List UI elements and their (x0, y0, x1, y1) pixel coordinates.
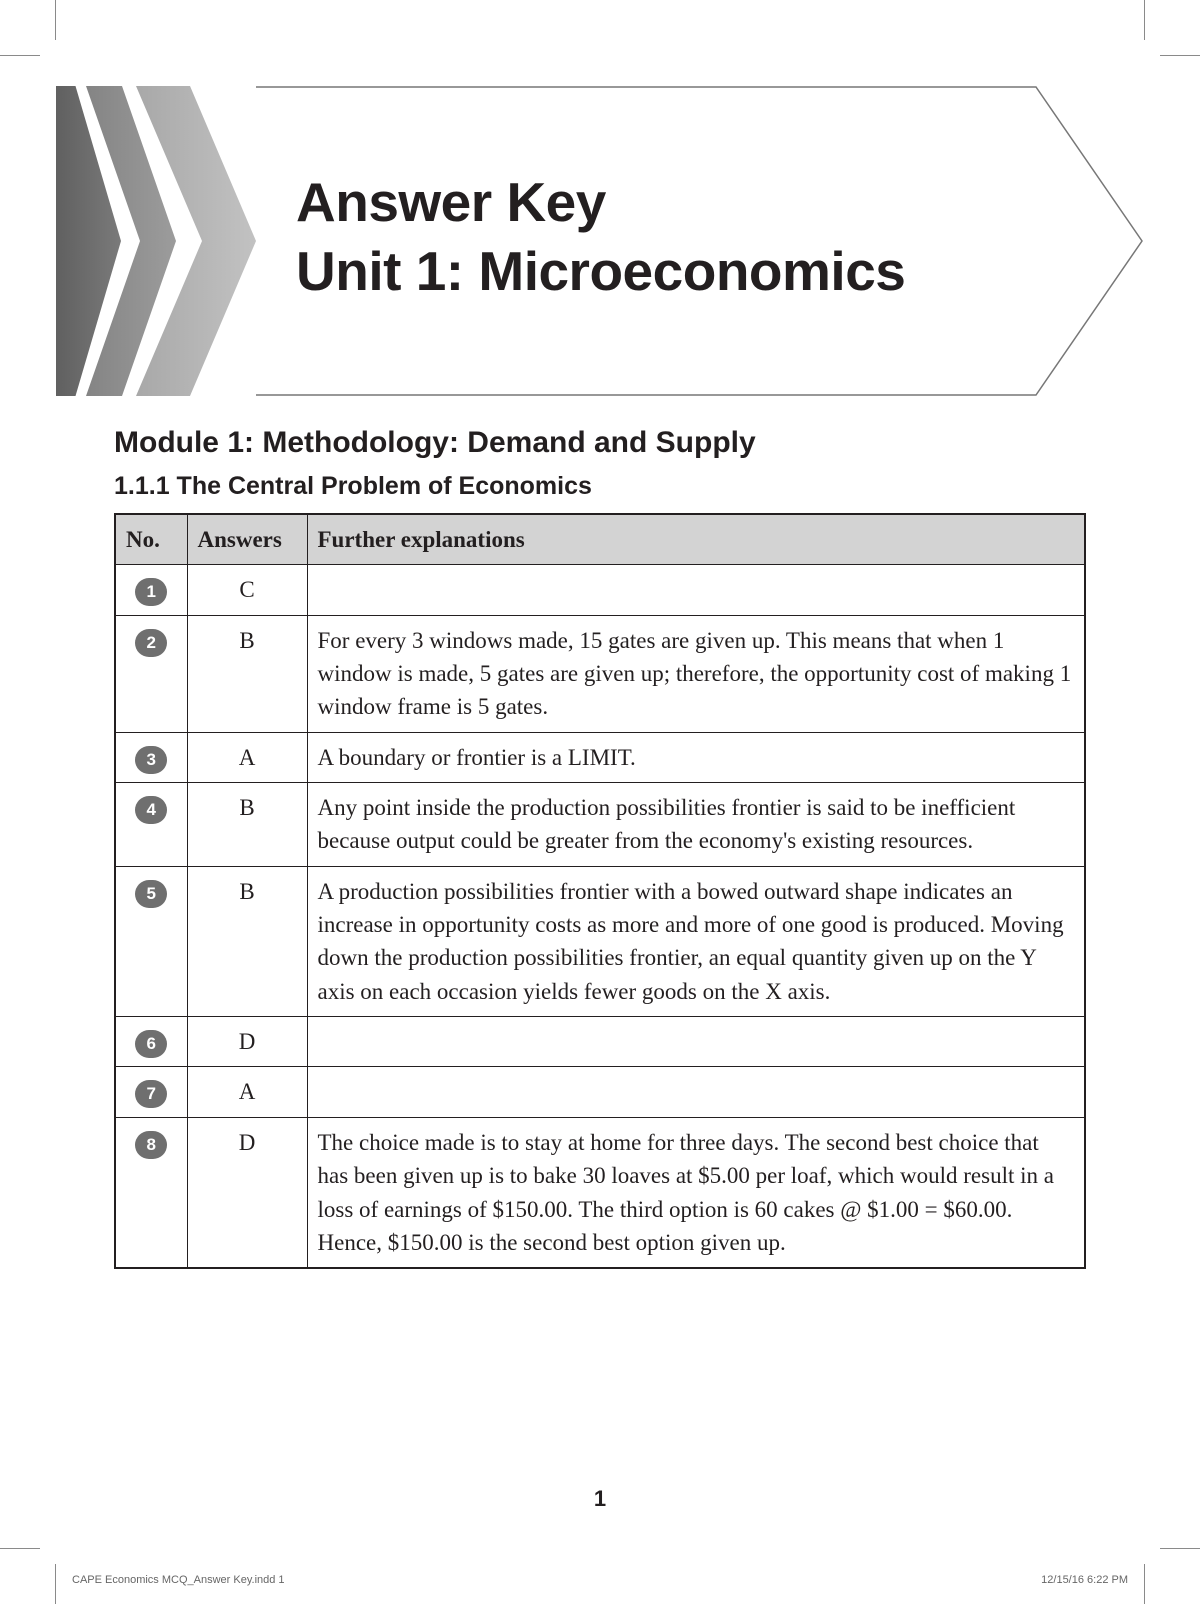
crop-mark (0, 55, 40, 56)
cell-answer: A (187, 1067, 307, 1117)
table-row: 8DThe choice made is to stay at home for… (115, 1117, 1085, 1268)
answer-table: No. Answers Further explanations 1C2BFor… (114, 513, 1086, 1269)
cell-explanation: A boundary or frontier is a LIMIT. (307, 732, 1085, 782)
table-row: 7A (115, 1067, 1085, 1117)
question-badge: 5 (135, 880, 167, 908)
question-badge: 3 (135, 746, 167, 774)
title-line-1: Answer Key (296, 168, 905, 237)
cell-no: 4 (115, 783, 187, 867)
slug-left: CAPE Economics MCQ_Answer Key.indd 1 (72, 1574, 285, 1586)
crop-mark (1160, 1548, 1200, 1549)
question-badge: 1 (135, 578, 167, 606)
header-banner: Answer Key Unit 1: Microeconomics (56, 86, 1144, 396)
cell-explanation (307, 565, 1085, 615)
cell-no: 5 (115, 866, 187, 1016)
cell-no: 6 (115, 1017, 187, 1067)
cell-explanation (307, 1067, 1085, 1117)
col-header-explain: Further explanations (307, 514, 1085, 565)
module-heading: Module 1: Methodology: Demand and Supply (114, 426, 1086, 460)
cell-answer: B (187, 615, 307, 732)
table-row: 1C (115, 565, 1085, 615)
table-row: 5BA production possibilities frontier wi… (115, 866, 1085, 1016)
cell-answer: B (187, 783, 307, 867)
table-header-row: No. Answers Further explanations (115, 514, 1085, 565)
crop-mark (0, 1548, 40, 1549)
content-area: Module 1: Methodology: Demand and Supply… (56, 396, 1144, 1269)
cell-answer: A (187, 732, 307, 782)
cell-answer: D (187, 1017, 307, 1067)
cell-no: 2 (115, 615, 187, 732)
crop-mark (55, 0, 56, 40)
cell-no: 3 (115, 732, 187, 782)
page-container: Answer Key Unit 1: Microeconomics Module… (56, 56, 1144, 1269)
crop-mark (55, 1564, 56, 1604)
crop-mark (1144, 0, 1145, 40)
cell-no: 1 (115, 565, 187, 615)
cell-no: 7 (115, 1067, 187, 1117)
cell-explanation: A production possibilities frontier with… (307, 866, 1085, 1016)
cell-explanation: The choice made is to stay at home for t… (307, 1117, 1085, 1268)
question-badge: 7 (135, 1080, 167, 1108)
cell-explanation: For every 3 windows made, 15 gates are g… (307, 615, 1085, 732)
cell-answer: C (187, 565, 307, 615)
cell-no: 8 (115, 1117, 187, 1268)
question-badge: 8 (135, 1131, 167, 1159)
page-number: 1 (56, 1486, 1144, 1512)
title-line-2: Unit 1: Microeconomics (296, 237, 905, 306)
col-header-no: No. (115, 514, 187, 565)
table-row: 3AA boundary or frontier is a LIMIT. (115, 732, 1085, 782)
table-row: 6D (115, 1017, 1085, 1067)
slug-right: 12/15/16 6:22 PM (1041, 1574, 1128, 1586)
col-header-answers: Answers (187, 514, 307, 565)
cell-answer: D (187, 1117, 307, 1268)
cell-answer: B (187, 866, 307, 1016)
title-block: Answer Key Unit 1: Microeconomics (296, 168, 905, 306)
question-badge: 6 (135, 1030, 167, 1058)
table-row: 4BAny point inside the production possib… (115, 783, 1085, 867)
chevron-graphic (56, 86, 266, 396)
cell-explanation (307, 1017, 1085, 1067)
cell-explanation: Any point inside the production possibil… (307, 783, 1085, 867)
question-badge: 4 (135, 796, 167, 824)
section-heading: 1.1.1 The Central Problem of Economics (114, 472, 1086, 501)
question-badge: 2 (135, 629, 167, 657)
crop-mark (1160, 55, 1200, 56)
table-row: 2BFor every 3 windows made, 15 gates are… (115, 615, 1085, 732)
crop-mark (1144, 1564, 1145, 1604)
